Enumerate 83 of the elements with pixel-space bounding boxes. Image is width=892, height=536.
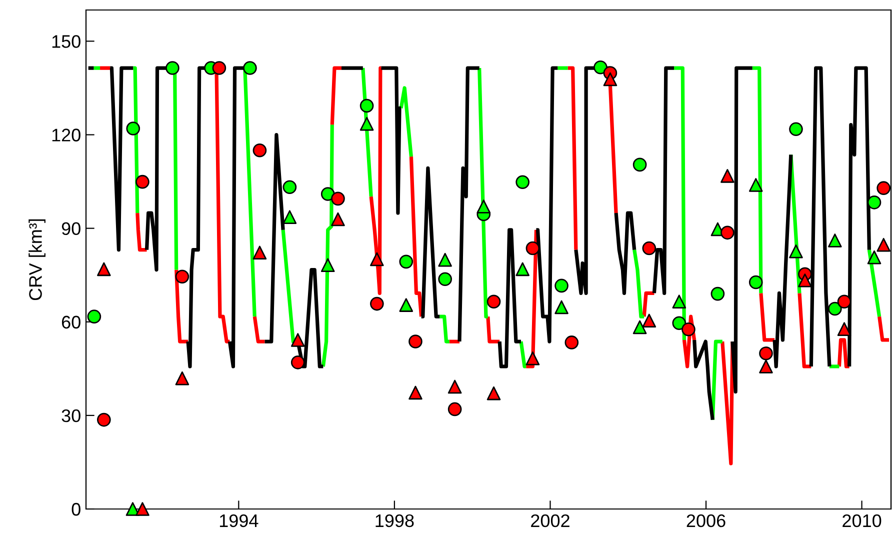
x-tick-label: 1998 bbox=[376, 514, 414, 528]
point bbox=[672, 294, 686, 309]
point bbox=[672, 316, 686, 330]
point bbox=[642, 314, 656, 328]
point bbox=[603, 72, 618, 86]
point bbox=[97, 412, 111, 427]
point bbox=[282, 180, 297, 194]
point bbox=[136, 502, 150, 516]
point bbox=[175, 371, 190, 386]
point bbox=[320, 258, 335, 272]
point bbox=[360, 98, 374, 113]
point bbox=[632, 158, 647, 172]
point bbox=[399, 254, 414, 269]
point bbox=[320, 187, 335, 201]
point bbox=[486, 386, 501, 400]
x-tick-label: 2010 bbox=[842, 514, 882, 528]
point bbox=[759, 346, 773, 360]
point bbox=[438, 272, 452, 286]
point bbox=[252, 143, 267, 158]
point bbox=[642, 241, 656, 256]
y-tick-label: 0 bbox=[72, 502, 80, 516]
point bbox=[789, 244, 803, 258]
point bbox=[476, 200, 491, 214]
point bbox=[632, 320, 647, 334]
point bbox=[828, 234, 842, 248]
y-axis-title: CRV [km³] bbox=[28, 219, 46, 300]
point bbox=[837, 294, 852, 309]
point bbox=[682, 322, 696, 336]
point bbox=[252, 246, 267, 260]
point bbox=[867, 196, 882, 210]
point bbox=[594, 60, 608, 74]
point bbox=[331, 212, 345, 226]
point bbox=[166, 61, 180, 75]
point bbox=[516, 175, 530, 190]
point bbox=[798, 273, 812, 288]
point bbox=[290, 356, 305, 370]
point bbox=[408, 334, 422, 348]
point bbox=[448, 380, 462, 394]
point bbox=[399, 298, 414, 312]
point bbox=[370, 252, 384, 266]
point bbox=[126, 122, 140, 136]
point bbox=[408, 386, 422, 400]
point bbox=[438, 252, 452, 267]
y-tick-label: 90 bbox=[62, 222, 80, 236]
point bbox=[710, 286, 725, 301]
point bbox=[370, 296, 384, 311]
point bbox=[290, 333, 305, 347]
y-tick-label: 150 bbox=[52, 35, 80, 48]
point bbox=[97, 262, 111, 276]
x-tick-label: 2006 bbox=[686, 514, 726, 528]
y-tick-label: 60 bbox=[62, 316, 80, 329]
point bbox=[720, 226, 734, 240]
point bbox=[554, 300, 568, 314]
point bbox=[526, 241, 540, 256]
point bbox=[243, 61, 257, 75]
point bbox=[126, 502, 140, 516]
point bbox=[516, 262, 530, 276]
point bbox=[175, 270, 190, 284]
point bbox=[867, 250, 882, 264]
point bbox=[748, 275, 763, 290]
y-tick-label: 120 bbox=[52, 128, 80, 142]
point bbox=[748, 178, 763, 192]
y-tick-label: 30 bbox=[62, 409, 80, 422]
point bbox=[789, 122, 803, 136]
point bbox=[212, 61, 226, 75]
point bbox=[876, 238, 891, 252]
x-tick-label: 2002 bbox=[531, 514, 570, 528]
point bbox=[876, 181, 891, 195]
point bbox=[448, 402, 462, 416]
point bbox=[486, 294, 501, 309]
point bbox=[526, 351, 540, 366]
point bbox=[360, 116, 374, 131]
point bbox=[331, 192, 345, 206]
point bbox=[720, 169, 734, 183]
point bbox=[837, 322, 852, 336]
point bbox=[564, 336, 579, 350]
point bbox=[554, 278, 568, 293]
point bbox=[759, 360, 773, 374]
x-tick-label: 1994 bbox=[220, 514, 258, 528]
point bbox=[136, 174, 150, 189]
point bbox=[828, 302, 842, 316]
point bbox=[282, 210, 297, 224]
point bbox=[87, 310, 102, 324]
